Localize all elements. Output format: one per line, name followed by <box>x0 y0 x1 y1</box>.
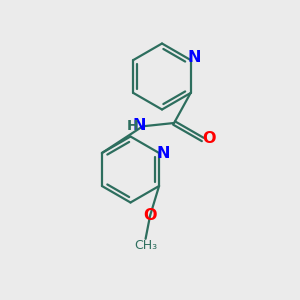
Text: O: O <box>202 131 215 146</box>
Text: O: O <box>143 208 157 223</box>
Text: H: H <box>126 119 138 133</box>
Text: N: N <box>157 146 170 160</box>
Text: CH₃: CH₃ <box>134 239 157 252</box>
Text: N: N <box>132 118 146 133</box>
Text: N: N <box>188 50 201 65</box>
